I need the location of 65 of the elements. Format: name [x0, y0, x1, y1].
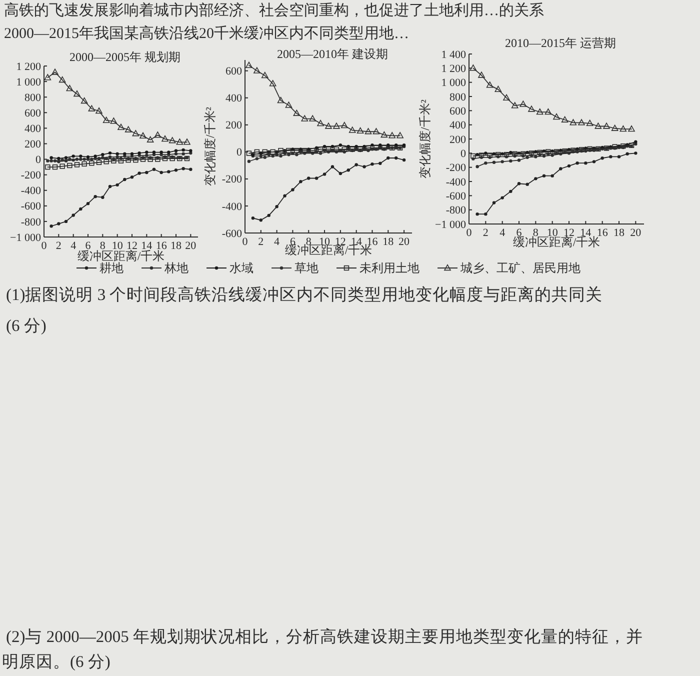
legend-label: 林地 — [164, 261, 188, 275]
text: (6 分) — [6, 316, 46, 335]
y-tick-label: 200 — [450, 134, 466, 146]
x-tick-label: 18 — [170, 240, 182, 252]
y-tick-label: -600 — [222, 228, 242, 240]
x-tick-label: 4 — [274, 236, 280, 248]
y-tick-label: 600 — [24, 107, 42, 120]
y-tick-label: 1 000 — [441, 77, 466, 90]
x-tick-label: 20 — [185, 240, 197, 252]
y-tick-label: 400 — [450, 120, 466, 132]
y-tick-label: 600 — [226, 66, 242, 78]
y-tick-label: -400 — [20, 185, 42, 198]
y-axis-title: 变化幅度/千米² — [203, 106, 217, 186]
legend-label: 耕地 — [100, 261, 124, 275]
y-tick-label: 800 — [24, 92, 42, 104]
legend-label: 草地 — [294, 261, 318, 275]
y-tick-label: −1 000 — [10, 232, 42, 244]
text: (1)据图说明 3 个时间段高铁沿线缓冲区内不同类型用地变化幅度与距离的共同关 — [6, 285, 603, 304]
x-tick-label: 20 — [398, 236, 410, 248]
y-tick-label: -400 — [446, 176, 466, 188]
y-tick-label: 200 — [24, 138, 42, 151]
text: 高铁的飞速发展影响着城市内部经济、社会空间重构，也促进了土地利用…的关系 — [4, 2, 544, 19]
y-tick-label: -600 — [446, 190, 466, 202]
x-tick-label: 20 — [630, 227, 642, 239]
x-tick-label: 10 — [112, 240, 124, 252]
text: 2000—2015年我国某高铁沿线20千米缓冲区内不同类型用地… — [4, 25, 409, 42]
y-tick-label: -600 — [20, 200, 42, 213]
legend-label: 城乡、工矿、居民用地 — [460, 261, 580, 275]
x-tick-label: 2 — [482, 227, 488, 239]
y-tick-label: 1 200 — [16, 60, 42, 73]
chart-title: 2010—2015年 运营期 — [505, 36, 616, 50]
chart-title: 2000—2005年 规划期 — [70, 50, 180, 64]
x-tick-label: 2 — [56, 240, 62, 252]
y-tick-label: 0 — [460, 148, 466, 160]
legend-label: 未利用土地 — [360, 261, 420, 275]
legend-label: 水域 — [230, 261, 254, 275]
x-tick-label: 16 — [596, 227, 608, 239]
x-tick-label: 2 — [258, 236, 264, 248]
y-tick-label: -800 — [20, 216, 42, 228]
y-tick-label: -200 — [446, 162, 466, 174]
y-tick-label: 600 — [450, 105, 466, 118]
y-tick-label: 1 000 — [16, 76, 42, 88]
y-tick-label: 400 — [24, 122, 42, 135]
x-tick-label: 8 — [100, 240, 106, 252]
y-tick-label: -200 — [20, 170, 42, 182]
text: 明原因。(6 分) — [2, 652, 110, 671]
text: (2)与 2000—2005 年规划期状况相比，分析高铁建设期主要用地类型变化量的特征，并 — [6, 627, 643, 646]
chart-title: 2005—2010年 建设期 — [277, 47, 388, 61]
y-tick-label: 1 400 — [441, 48, 466, 61]
x-tick-label: 18 — [614, 227, 625, 239]
y-tick-label: -400 — [222, 200, 242, 213]
y-tick-label: 0 — [36, 154, 42, 166]
y-tick-label: -800 — [446, 204, 466, 217]
y-tick-label: 400 — [226, 92, 242, 105]
y-axis-title: 变化幅度/千米² — [418, 99, 432, 178]
y-tick-label: 800 — [450, 91, 466, 104]
x-tick-label: 4 — [70, 240, 77, 252]
y-tick-label: -200 — [222, 174, 242, 186]
y-tick-label: 1 200 — [441, 62, 466, 75]
y-tick-label: 0 — [236, 146, 242, 159]
x-tick-label: 4 — [500, 227, 506, 239]
x-axis-title: 缓冲区距离/千米 — [77, 249, 165, 263]
x-tick-label: 18 — [382, 236, 394, 248]
y-tick-label: 200 — [226, 120, 242, 132]
y-tick-label: −1 000 — [435, 218, 466, 231]
